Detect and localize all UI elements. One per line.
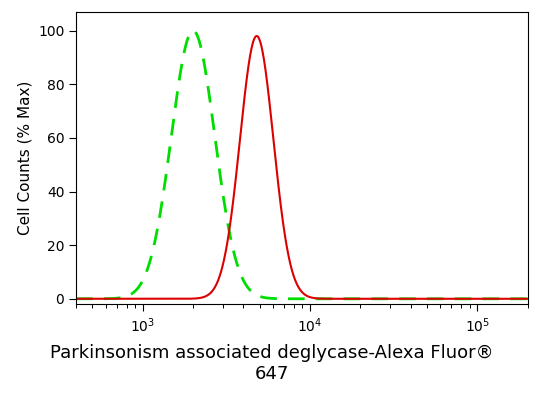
- Y-axis label: Cell Counts (% Max): Cell Counts (% Max): [17, 81, 33, 235]
- Text: Parkinsonism associated deglycase-Alexa Fluor®
647: Parkinsonism associated deglycase-Alexa …: [50, 344, 494, 383]
